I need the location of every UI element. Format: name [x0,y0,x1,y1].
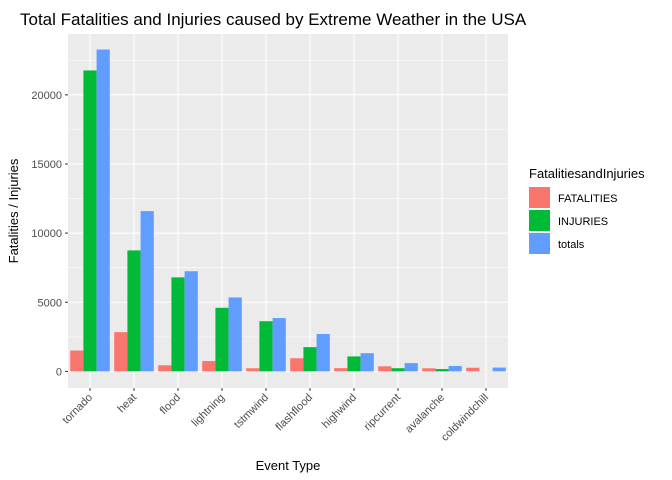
y-tick-label: 10000 [31,228,62,240]
x-tick-label-heat: heat [115,392,139,416]
bar-injuries-tornado [83,70,97,372]
x-tick-label-flood: flood [158,392,183,417]
x-axis-title: Event Type [256,458,321,473]
bar-injuries-lightning [215,307,229,372]
y-axis-title: Fatalities / Injuries [6,158,21,263]
legend-title: FatalitiesandInjuries [529,166,645,181]
y-axis: 0 5000 10000 15000 20000 [31,90,68,378]
legend-key-totals [529,233,550,254]
bar-totals-ripcurrent [404,363,418,372]
bar-fatalities-ripcurrent [378,366,392,372]
x-tick-label-lightning: lightning [190,392,227,429]
bar-injuries-highwind [347,356,361,372]
bar-fatalities-avalanche [422,368,436,372]
bar-totals-tstmwind [272,318,286,372]
x-tick-label-ripcurrent: ripcurrent [362,392,403,433]
bar-fatalities-tornado [70,350,84,372]
bar-injuries-flashflood [303,347,317,372]
legend-label-totals: totals [558,239,585,251]
bar-fatalities-highwind [334,368,348,372]
bar-fatalities-tstmwind [246,368,260,372]
bar-fatalities-flood [158,365,172,372]
y-tick-label: 20000 [31,90,62,102]
bar-injuries-flood [171,277,185,372]
bars [70,49,506,372]
bar-totals-flood [184,271,198,372]
x-tick-label-tstmwind: tstmwind [232,392,271,431]
bar-fatalities-coldwindchill [466,367,480,372]
bar-injuries-tstmwind [259,321,273,372]
bar-totals-coldwindchill [492,367,506,372]
x-tick-label-flashflood: flashflood [273,392,315,434]
y-tick-label: 15000 [31,159,62,171]
legend-key-injuries [529,210,550,231]
bar-fatalities-lightning [202,361,216,372]
bar-totals-highwind [360,353,374,372]
bar-totals-heat [140,211,154,372]
bar-totals-flashflood [316,333,330,372]
x-tick-label-avalanche: avalanche [403,392,447,436]
x-axis: tornado heat flood lightning tstmwind flashfl… [60,388,491,444]
bar-injuries-ripcurrent [391,368,405,372]
bar-totals-avalanche [448,365,462,372]
bar-injuries-heat [127,250,141,372]
legend-items: FATALITIES INJURIES totals [529,187,618,254]
x-tick-label-highwind: highwind [320,392,359,431]
bar-totals-tornado [96,49,110,372]
bar-fatalities-heat [114,332,128,372]
bar-totals-lightning [228,297,242,372]
legend-label-injuries: INJURIES [558,216,608,228]
legend-key-fatalities [529,187,550,208]
legend: FatalitiesandInjuries FATALITIES INJURIES… [529,166,645,254]
bar-fatalities-flashflood [290,358,304,372]
bar-injuries-avalanche [435,369,449,372]
x-tick-label-tornado: tornado [60,392,95,427]
x-tick-label-coldwindchill: coldwindchill [439,392,491,444]
chart-title: Total Fatalities and Injuries caused by … [20,10,527,29]
legend-label-fatalities: FATALITIES [558,193,618,205]
y-tick-label: 5000 [38,297,62,309]
y-tick-label: 0 [56,366,62,378]
